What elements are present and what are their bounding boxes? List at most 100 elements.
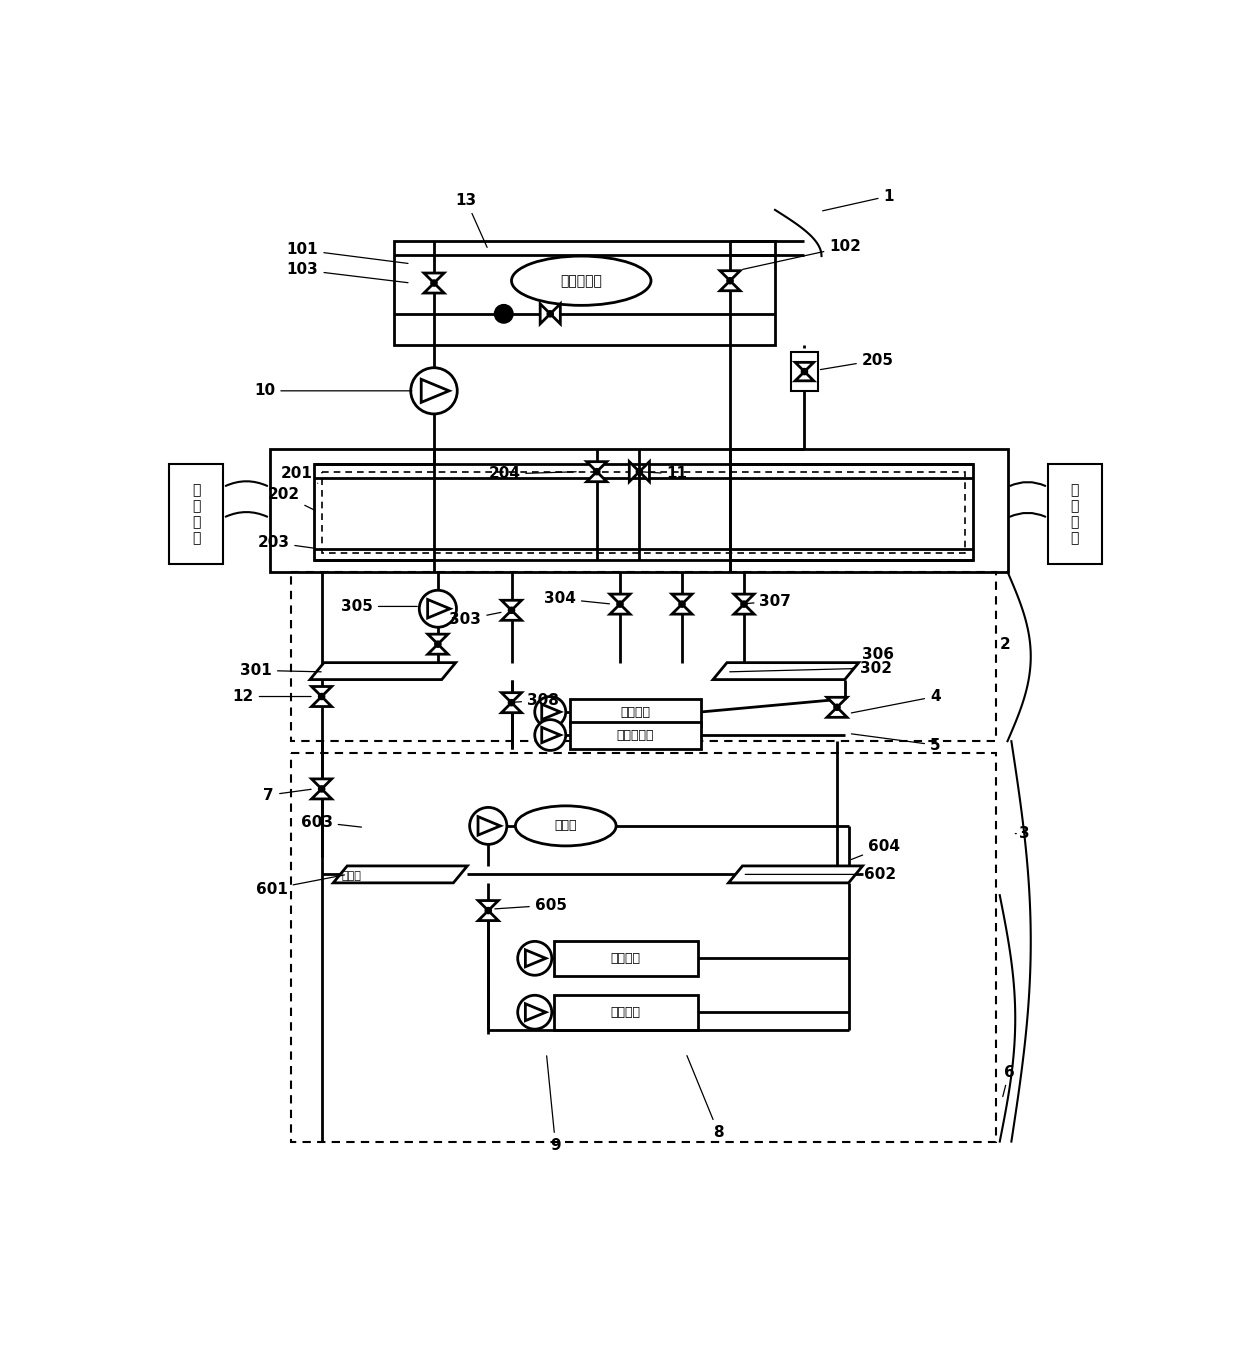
Polygon shape — [640, 461, 650, 481]
Polygon shape — [795, 371, 813, 381]
Ellipse shape — [511, 256, 651, 306]
Text: 9: 9 — [547, 1056, 560, 1153]
Circle shape — [495, 304, 513, 323]
Bar — [321, 472, 965, 552]
Text: 大温差末端: 大温差末端 — [616, 728, 655, 742]
Polygon shape — [610, 595, 630, 604]
Bar — [554, 996, 697, 1030]
Polygon shape — [734, 595, 754, 604]
Circle shape — [727, 278, 733, 284]
Polygon shape — [734, 604, 754, 614]
Text: 1: 1 — [822, 188, 894, 211]
Text: 302: 302 — [729, 660, 893, 675]
Text: 307: 307 — [743, 593, 791, 608]
Circle shape — [319, 693, 325, 700]
Text: 4: 4 — [852, 689, 941, 713]
Text: 601: 601 — [255, 874, 345, 896]
Circle shape — [801, 368, 807, 375]
Polygon shape — [526, 1004, 546, 1020]
Text: 5: 5 — [852, 734, 941, 753]
Text: 10: 10 — [254, 383, 412, 398]
Polygon shape — [541, 304, 551, 323]
Polygon shape — [827, 708, 847, 717]
Polygon shape — [311, 779, 332, 788]
Polygon shape — [479, 911, 498, 921]
Polygon shape — [542, 727, 560, 743]
Text: 602: 602 — [745, 868, 897, 883]
Text: 605: 605 — [495, 898, 567, 913]
Circle shape — [833, 704, 841, 711]
Bar — [314, 464, 972, 561]
Text: 干式盘管: 干式盘管 — [611, 952, 641, 966]
Circle shape — [742, 602, 746, 607]
Circle shape — [485, 907, 491, 914]
Polygon shape — [501, 600, 522, 610]
Polygon shape — [827, 697, 847, 708]
Circle shape — [680, 602, 684, 607]
Text: 用
户
单
元: 用 户 单 元 — [192, 483, 201, 546]
Polygon shape — [672, 595, 692, 604]
Polygon shape — [428, 644, 448, 655]
Circle shape — [534, 697, 565, 727]
Polygon shape — [713, 663, 858, 679]
Text: 2: 2 — [999, 637, 1011, 652]
Polygon shape — [720, 281, 740, 291]
Polygon shape — [479, 900, 498, 911]
Bar — [554, 941, 697, 977]
Polygon shape — [424, 273, 444, 284]
Polygon shape — [501, 693, 522, 702]
Polygon shape — [311, 697, 332, 707]
Polygon shape — [422, 379, 449, 402]
Polygon shape — [542, 704, 560, 720]
Text: 304: 304 — [544, 591, 610, 606]
Text: 203: 203 — [258, 535, 315, 550]
Polygon shape — [551, 304, 560, 323]
Text: 604: 604 — [851, 839, 900, 859]
Polygon shape — [310, 663, 456, 679]
Polygon shape — [720, 270, 740, 281]
Bar — [569, 722, 702, 749]
Bar — [169, 464, 223, 565]
Text: 常规末端: 常规末端 — [620, 705, 651, 719]
Circle shape — [618, 602, 624, 607]
Polygon shape — [587, 472, 606, 481]
Polygon shape — [795, 363, 813, 371]
Text: 3: 3 — [1016, 827, 1029, 842]
Text: 大型能源站: 大型能源站 — [560, 274, 603, 288]
Polygon shape — [610, 604, 630, 614]
Circle shape — [534, 720, 565, 750]
Polygon shape — [311, 788, 332, 799]
Bar — [569, 698, 702, 726]
Bar — [270, 449, 1007, 572]
Text: 用
户
单
元: 用 户 单 元 — [1070, 483, 1079, 546]
Polygon shape — [501, 702, 522, 712]
Circle shape — [594, 469, 600, 475]
Text: 分水器: 分水器 — [341, 872, 361, 881]
Polygon shape — [334, 866, 467, 883]
Bar — [791, 352, 818, 391]
Polygon shape — [672, 604, 692, 614]
Text: 101: 101 — [286, 243, 408, 263]
Bar — [394, 240, 775, 345]
Polygon shape — [629, 461, 640, 481]
Text: 202: 202 — [268, 487, 315, 510]
Circle shape — [470, 807, 507, 844]
Polygon shape — [428, 600, 450, 618]
Polygon shape — [428, 634, 448, 644]
Polygon shape — [587, 461, 606, 472]
Bar — [1048, 464, 1102, 565]
Circle shape — [508, 607, 515, 614]
Text: 301: 301 — [241, 663, 321, 678]
Circle shape — [547, 311, 553, 316]
Circle shape — [636, 469, 642, 475]
Circle shape — [432, 280, 438, 286]
Text: 308: 308 — [508, 693, 559, 708]
Text: 13: 13 — [456, 194, 487, 247]
Text: 6: 6 — [1003, 1065, 1014, 1097]
Polygon shape — [479, 817, 501, 835]
Text: 102: 102 — [743, 239, 861, 269]
Text: 201: 201 — [280, 465, 317, 483]
Ellipse shape — [516, 806, 616, 846]
Text: 303: 303 — [449, 612, 501, 627]
Polygon shape — [424, 284, 444, 293]
